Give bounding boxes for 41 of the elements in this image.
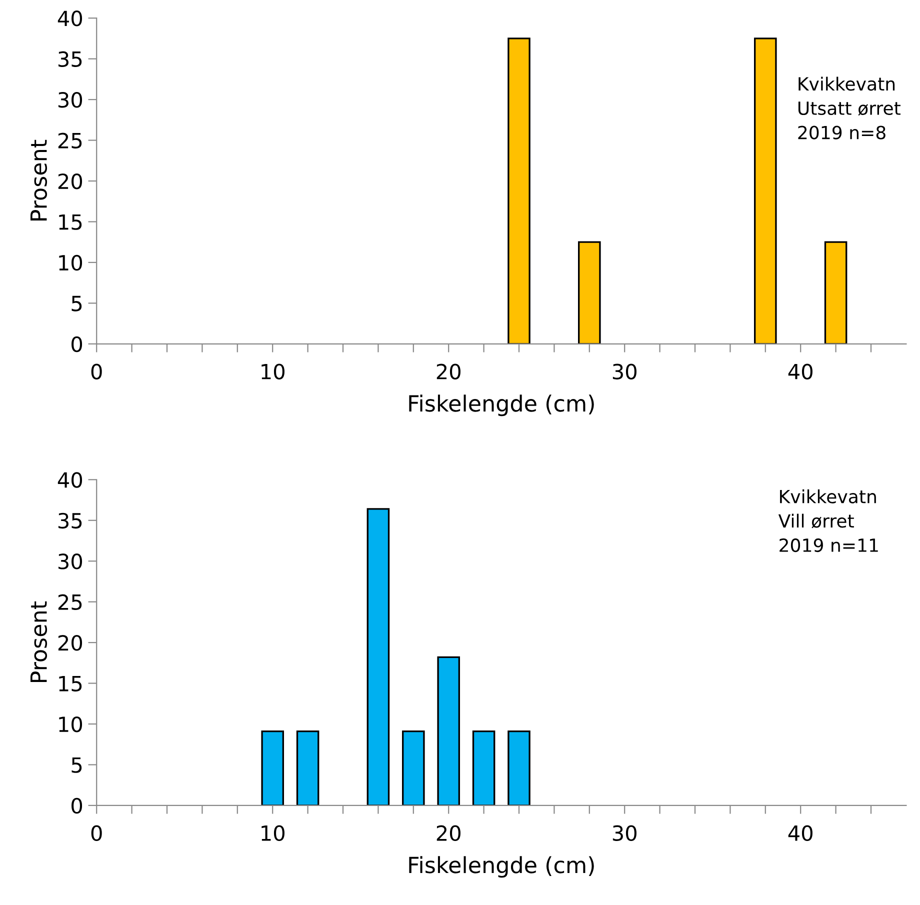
y-tick-label: 15 [59,676,82,692]
x-tick-label: 10 [262,825,284,842]
y-tick-label: 25 [58,594,82,610]
annotation: Kvikkevatn Utsatt ørret 2019 n=8 [798,76,900,140]
x-axis-title: Fiskelengde (cm) [409,856,594,878]
y-axis-title: Prosent [30,140,48,220]
x-tick-label: 40 [788,364,812,380]
y-tick-label: 0 [72,798,82,814]
y-tick-label: 30 [58,554,82,570]
x-axis-title: Fiskelengde (cm) [409,394,594,416]
x-tick-label: 20 [436,364,460,380]
bar [508,730,530,806]
y-tick-label: 20 [58,173,82,190]
x-tick-label: 0 [91,825,102,842]
y-tick-label: 25 [58,132,82,148]
y-tick-label: 5 [72,296,82,312]
y-tick-label: 35 [58,512,82,529]
y-tick-label: 30 [58,92,82,108]
y-tick-label: 20 [58,635,82,651]
bar [366,508,390,806]
y-tick-label: 10 [59,254,82,271]
y-tick-label: 40 [58,472,82,488]
y-axis-title: Prosent [30,601,48,682]
bar [402,730,425,806]
x-tick-label: 10 [262,364,284,380]
x-tick-label: 40 [788,825,812,842]
y-tick-label: 0 [72,336,82,352]
y-tick-label: 40 [58,10,82,26]
y-tick-label: 35 [58,51,82,68]
bar [296,730,320,806]
bar [437,656,460,806]
x-tick-label: 30 [612,825,636,842]
x-tick-label: 20 [436,825,460,842]
y-tick-label: 15 [59,214,82,230]
bar [472,730,496,806]
bar [261,730,284,806]
y-tick-label: 5 [72,757,82,773]
x-tick-label: 0 [91,364,102,380]
x-tick-label: 30 [612,364,636,380]
y-tick-label: 10 [59,716,82,732]
annotation: Kvikkevatn Vill ørret 2019 n=11 [778,489,878,552]
